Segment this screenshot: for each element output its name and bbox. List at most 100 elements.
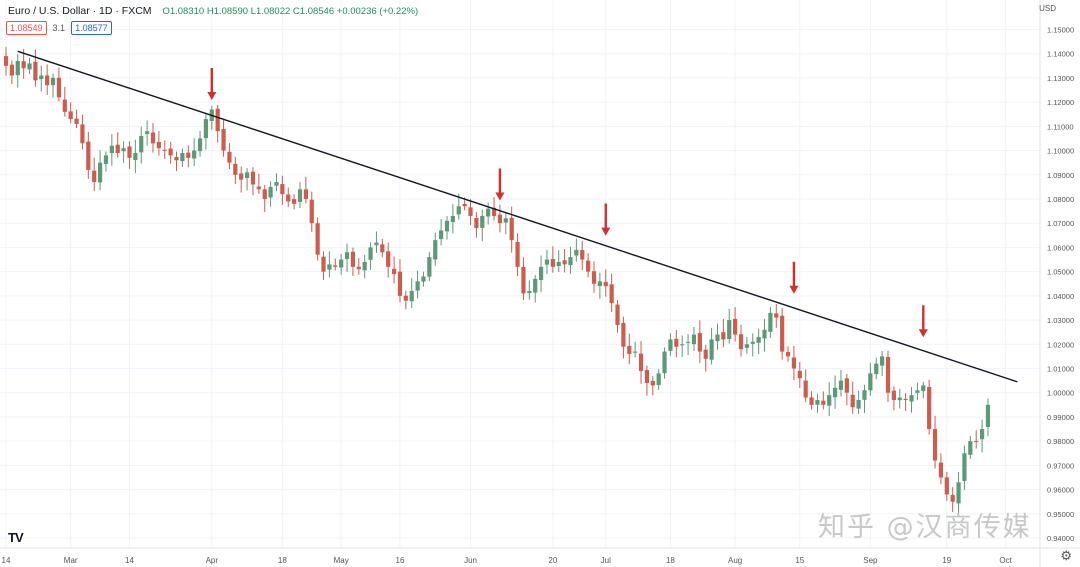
candle bbox=[503, 212, 508, 235]
spread-value: 3.1 bbox=[52, 23, 66, 33]
gear-icon[interactable]: ⚙ bbox=[1060, 548, 1072, 563]
symbol-title[interactable]: Euro / U.S. Dollar · 1D · FXCM bbox=[8, 5, 152, 17]
candle bbox=[591, 261, 597, 293]
candle bbox=[297, 181, 303, 209]
candle bbox=[550, 246, 555, 273]
y-tick-label: 1.11000 bbox=[1047, 122, 1074, 131]
candle bbox=[292, 194, 297, 210]
candle bbox=[586, 253, 591, 278]
candle bbox=[874, 357, 879, 380]
ask-price[interactable]: 1.08577 bbox=[71, 21, 112, 35]
currency-label[interactable]: USD bbox=[1039, 4, 1056, 13]
arrow-down-icon bbox=[789, 261, 799, 294]
candle bbox=[86, 131, 91, 179]
y-tick-label: 1.09000 bbox=[1047, 171, 1074, 180]
bid-price[interactable]: 1.08549 bbox=[6, 21, 47, 35]
candle bbox=[627, 333, 632, 365]
candle bbox=[979, 419, 985, 453]
candle bbox=[74, 109, 79, 129]
candle bbox=[868, 362, 873, 396]
candle bbox=[921, 381, 926, 399]
candle bbox=[474, 212, 479, 238]
candle bbox=[927, 379, 932, 435]
x-axis[interactable]: 14 Mar 14 Apr 18 May 16 Jun 20 Jul 18 Aug 15 Sep 19 Oct bbox=[2, 556, 1013, 565]
candle bbox=[133, 139, 138, 174]
candle bbox=[768, 306, 773, 338]
candle bbox=[368, 242, 373, 271]
candle bbox=[533, 275, 538, 303]
candle bbox=[903, 393, 908, 411]
chart-header: Euro / U.S. Dollar · 1D · FXCM O1.08310 … bbox=[8, 5, 418, 17]
candle bbox=[780, 308, 785, 360]
candle bbox=[227, 143, 232, 169]
candle bbox=[821, 391, 826, 410]
x-tick-label: Jul bbox=[601, 556, 611, 565]
candle bbox=[309, 191, 314, 232]
y-tick-label: 1.05000 bbox=[1047, 268, 1074, 277]
candle bbox=[203, 112, 209, 150]
candle bbox=[815, 393, 820, 413]
y-tick-label: 1.02000 bbox=[1047, 340, 1074, 349]
candle bbox=[150, 123, 156, 153]
candle bbox=[521, 257, 526, 300]
candle bbox=[685, 334, 691, 355]
candle bbox=[844, 373, 849, 406]
candle bbox=[621, 316, 626, 359]
candle bbox=[938, 453, 944, 485]
candle bbox=[403, 290, 408, 310]
candle bbox=[480, 209, 485, 242]
candle bbox=[615, 299, 620, 333]
candle bbox=[721, 319, 726, 348]
candle bbox=[362, 254, 367, 279]
candle bbox=[444, 216, 450, 240]
candle bbox=[56, 67, 62, 102]
x-tick-label: Sep bbox=[863, 556, 878, 565]
y-tick-label: 1.01000 bbox=[1047, 365, 1074, 374]
candle bbox=[797, 362, 802, 388]
candle bbox=[497, 204, 503, 233]
candle bbox=[339, 254, 344, 275]
candle bbox=[97, 150, 103, 191]
x-tick-label: Aug bbox=[728, 556, 742, 565]
candle bbox=[785, 346, 791, 362]
x-tick-label: 18 bbox=[666, 556, 675, 565]
candle bbox=[468, 199, 473, 226]
candle bbox=[239, 166, 244, 193]
candle bbox=[715, 323, 720, 350]
candle bbox=[68, 102, 73, 124]
candle bbox=[762, 318, 767, 352]
x-tick-label: Oct bbox=[999, 556, 1012, 565]
candle bbox=[145, 120, 150, 146]
candle bbox=[45, 64, 50, 95]
y-axis[interactable]: 1.15000 1.14000 1.13000 1.12000 1.11000 1.100… bbox=[1047, 26, 1074, 544]
x-tick-label: May bbox=[334, 556, 349, 565]
candle bbox=[727, 308, 732, 344]
candle bbox=[162, 140, 167, 160]
x-tick-label: 20 bbox=[548, 556, 557, 565]
candle bbox=[609, 273, 614, 312]
y-tick-label: 1.13000 bbox=[1047, 74, 1074, 83]
candle bbox=[121, 141, 126, 163]
candle bbox=[744, 336, 749, 354]
y-tick-label: 1.12000 bbox=[1047, 98, 1074, 107]
candle bbox=[21, 49, 26, 79]
candle bbox=[680, 335, 685, 357]
arrows bbox=[207, 67, 928, 338]
trendline bbox=[17, 50, 1018, 383]
candle bbox=[221, 120, 226, 157]
candle bbox=[180, 148, 185, 167]
candle bbox=[256, 173, 261, 194]
candle bbox=[197, 130, 203, 157]
candle bbox=[439, 219, 444, 246]
candle bbox=[386, 242, 391, 278]
candle bbox=[174, 151, 179, 172]
y-tick-label: 0.95000 bbox=[1047, 510, 1074, 519]
candle bbox=[603, 269, 608, 297]
candle bbox=[885, 350, 891, 403]
candle bbox=[33, 49, 38, 87]
candle bbox=[944, 471, 949, 501]
candle bbox=[39, 65, 44, 92]
ohlc-readout: O1.08310 H1.08590 L1.08022 C1.08546 +0.0… bbox=[162, 6, 419, 17]
candle bbox=[638, 341, 644, 384]
